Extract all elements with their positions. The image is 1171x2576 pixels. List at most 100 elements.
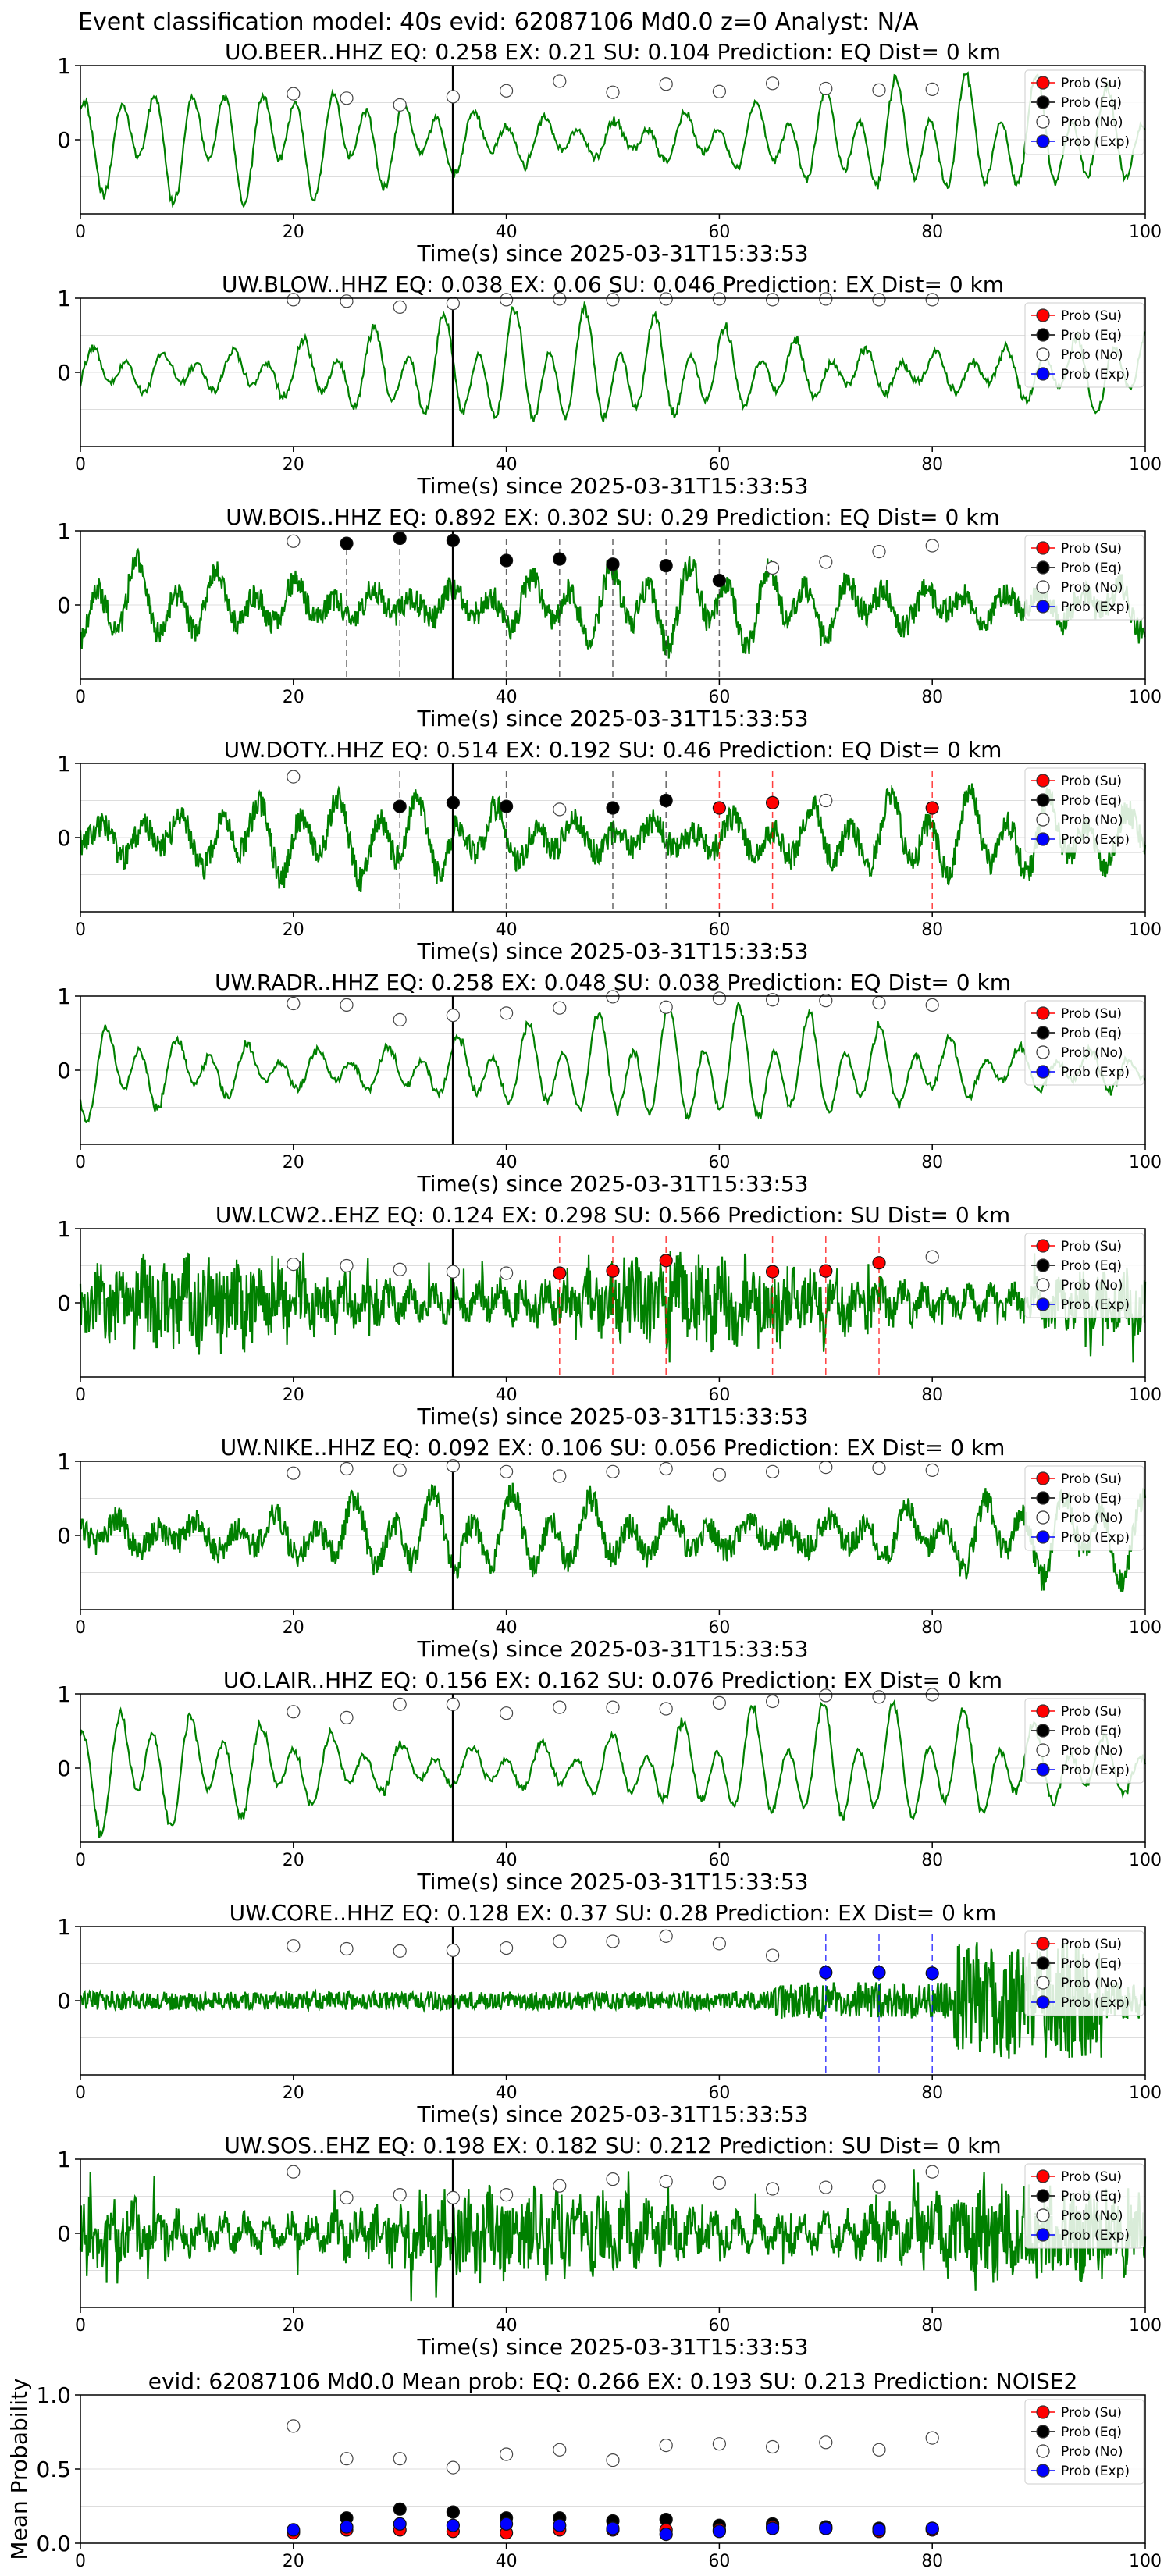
prob-marker bbox=[287, 1466, 301, 1480]
x-tick-label: 20 bbox=[283, 455, 304, 475]
legend-label: Prob (Eq) bbox=[1061, 2189, 1122, 2204]
prob-marker bbox=[499, 553, 514, 568]
prob-marker bbox=[765, 993, 780, 1007]
legend-label: Prob (Exp) bbox=[1061, 1530, 1130, 1546]
x-tick-label: 100 bbox=[1129, 2552, 1162, 2571]
prob-marker bbox=[393, 531, 407, 546]
x-tick-label: 40 bbox=[496, 2552, 518, 2571]
x-tick-label: 0 bbox=[75, 2083, 86, 2103]
y-tick-label: 1 bbox=[57, 1914, 71, 1940]
y-tick-label: 0 bbox=[57, 1290, 71, 1316]
prob-marker bbox=[340, 1258, 354, 1273]
y-tick-label: 1 bbox=[57, 53, 71, 79]
panel-9: UW.SOS..EHZ EQ: 0.198 EX: 0.182 SU: 0.21… bbox=[57, 2133, 1162, 2360]
prob-marker bbox=[606, 2172, 620, 2186]
prob-marker bbox=[446, 90, 461, 104]
x-tick-label: 100 bbox=[1129, 1153, 1162, 1172]
prob-marker bbox=[287, 1257, 301, 1272]
panel-8: UW.CORE..HHZ EQ: 0.128 EX: 0.37 SU: 0.28… bbox=[57, 1900, 1162, 2127]
legend-marker bbox=[1036, 1026, 1050, 1040]
prob-marker bbox=[925, 82, 939, 97]
prob-marker bbox=[340, 1461, 354, 1476]
y-tick-label: 0.0 bbox=[36, 2531, 71, 2556]
x-tick-label: 40 bbox=[496, 688, 518, 707]
prob-marker bbox=[606, 557, 620, 571]
legend-label: Prob (No) bbox=[1061, 1976, 1123, 1991]
x-tick-label: 60 bbox=[708, 920, 730, 940]
y-tick-label: 1 bbox=[57, 1216, 71, 1242]
x-tick-label: 80 bbox=[921, 2316, 943, 2336]
prob-marker bbox=[340, 91, 354, 105]
legend-marker bbox=[1036, 95, 1050, 109]
prob-marker bbox=[765, 1464, 780, 1478]
y-tick-label: 1 bbox=[57, 1681, 71, 1707]
prob-marker bbox=[340, 2190, 354, 2204]
y-tick-label: 0 bbox=[57, 127, 71, 153]
y-tick-label: 1 bbox=[57, 518, 71, 544]
panel-title: UW.DOTY..HHZ EQ: 0.514 EX: 0.192 SU: 0.4… bbox=[224, 737, 1002, 763]
x-axis-label: Time(s) since 2025-03-31T15:33:53 bbox=[416, 1636, 808, 1662]
x-tick-label: 80 bbox=[921, 688, 943, 707]
prob-marker bbox=[287, 996, 301, 1011]
legend-marker bbox=[1036, 1976, 1050, 1990]
waveform-trace bbox=[79, 1002, 1146, 1123]
prob-marker bbox=[499, 1006, 514, 1020]
prob-marker bbox=[340, 1941, 354, 1956]
prob-marker bbox=[765, 293, 780, 307]
y-tick-label: 0 bbox=[57, 360, 71, 386]
legend-label: Prob (No) bbox=[1061, 580, 1123, 596]
prob-marker bbox=[553, 1469, 567, 1483]
legend-marker bbox=[1036, 2464, 1050, 2478]
prob-marker bbox=[446, 2505, 461, 2519]
prob-marker bbox=[872, 1966, 886, 1980]
x-tick-label: 100 bbox=[1129, 222, 1162, 242]
legend-label: Prob (No) bbox=[1061, 2208, 1123, 2224]
prob-marker bbox=[393, 1944, 407, 1958]
prob-marker bbox=[819, 2435, 833, 2450]
legend-box bbox=[1024, 1698, 1144, 1784]
legend-marker bbox=[1036, 813, 1050, 827]
panel-title: UW.CORE..HHZ EQ: 0.128 EX: 0.37 SU: 0.28… bbox=[230, 1900, 997, 1926]
legend-marker bbox=[1036, 308, 1050, 322]
x-tick-label: 20 bbox=[283, 1618, 304, 1638]
prob-marker bbox=[925, 1966, 939, 1980]
prob-marker bbox=[553, 2443, 567, 2457]
x-tick-label: 60 bbox=[708, 2552, 730, 2571]
prob-marker bbox=[287, 1705, 301, 1719]
panel-6: UW.NIKE..HHZ EQ: 0.092 EX: 0.106 SU: 0.0… bbox=[57, 1435, 1162, 1662]
x-tick-label: 20 bbox=[283, 1386, 304, 1405]
x-axis-label: Time(s) since 2025-03-31T15:33:53 bbox=[416, 1869, 808, 1895]
prob-marker bbox=[925, 2165, 939, 2179]
prob-marker bbox=[925, 2521, 939, 2535]
prob-marker bbox=[446, 297, 461, 311]
prob-marker bbox=[925, 801, 939, 815]
prob-marker bbox=[446, 1009, 461, 1023]
legend-box bbox=[1024, 1000, 1144, 1086]
legend-marker bbox=[1036, 1724, 1050, 1738]
legend-marker bbox=[1036, 328, 1050, 342]
prob-marker bbox=[340, 1710, 354, 1724]
prob-marker bbox=[712, 991, 727, 1005]
x-tick-label: 20 bbox=[283, 222, 304, 242]
legend-box bbox=[1024, 535, 1144, 621]
y-tick-label: 0.5 bbox=[36, 2457, 71, 2482]
prob-marker bbox=[287, 1939, 301, 1953]
x-tick-label: 80 bbox=[921, 2552, 943, 2571]
x-tick-label: 100 bbox=[1129, 2316, 1162, 2336]
legend-box bbox=[1024, 2163, 1144, 2249]
prob-marker bbox=[819, 555, 833, 569]
legend-label: Prob (Eq) bbox=[1061, 1956, 1122, 1972]
x-tick-label: 80 bbox=[921, 455, 943, 475]
legend-label: Prob (Exp) bbox=[1061, 2228, 1130, 2243]
prob-marker bbox=[659, 2528, 673, 2542]
figure-suptitle: Event classification model: 40s evid: 62… bbox=[78, 9, 919, 36]
legend-marker bbox=[1036, 560, 1050, 575]
x-tick-label: 0 bbox=[75, 2316, 86, 2336]
prob-marker bbox=[606, 801, 620, 815]
panel-title: UO.BEER..HHZ EQ: 0.258 EX: 0.21 SU: 0.10… bbox=[225, 39, 1001, 65]
prob-marker bbox=[499, 1706, 514, 1720]
prob-marker bbox=[659, 793, 673, 808]
prob-marker bbox=[659, 1702, 673, 1716]
legend-box bbox=[1024, 1465, 1144, 1551]
